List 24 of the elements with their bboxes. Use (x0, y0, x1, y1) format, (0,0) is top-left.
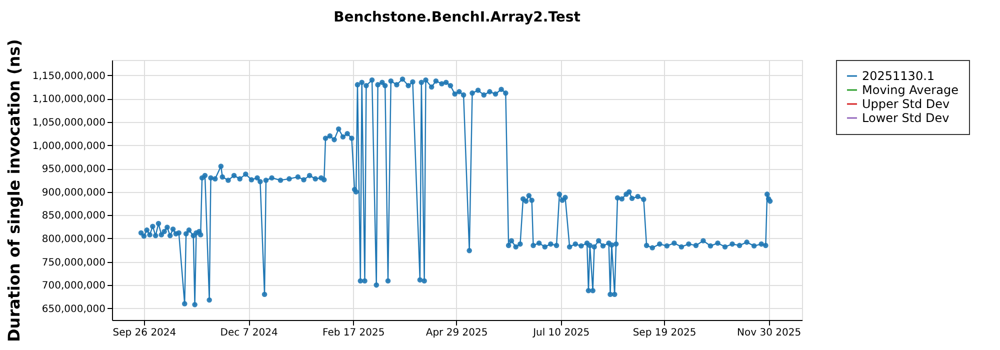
y-tick-label: 1,050,000,000 (32, 117, 106, 128)
x-tick-label: Jul 10 2025 (532, 328, 590, 338)
x-tick-label: Dec 7 2024 (220, 328, 278, 338)
y-tick-label: 1,100,000,000 (32, 94, 106, 106)
chart-title: Benchstone.BenchI.Array2.Test (334, 10, 581, 26)
y-tick-label: 850,000,000 (42, 210, 106, 222)
x-tick-label: Feb 17 2025 (322, 328, 385, 338)
y-tick-label: 900,000,000 (42, 187, 106, 198)
y-axis-title: Duration of single invocation (ns) (4, 39, 24, 342)
x-tick-label: Sep 19 2025 (632, 328, 696, 338)
y-tick-label: 700,000,000 (42, 280, 106, 292)
y-tick-label: 750,000,000 (42, 257, 106, 268)
y-tick-label: 1,150,000,000 (32, 70, 106, 82)
legend-label: Moving Average (862, 83, 958, 97)
legend-label: Upper Std Dev (862, 97, 950, 111)
x-tick-label: Nov 30 2025 (737, 328, 802, 338)
y-tick-label: 950,000,000 (42, 164, 106, 176)
y-tick-label: 1,000,000,000 (32, 140, 106, 152)
legend-label: 20251130.1 (862, 69, 935, 83)
x-tick-label: Sep 26 2024 (112, 328, 176, 338)
legend-label: Lower Std Dev (862, 111, 950, 125)
x-tick-label: Apr 29 2025 (426, 328, 488, 338)
y-tick-label: 650,000,000 (42, 304, 106, 315)
y-tick-label: 800,000,000 (42, 234, 106, 245)
